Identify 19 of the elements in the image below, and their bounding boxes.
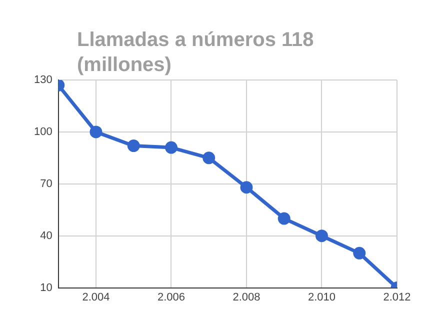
point [240, 181, 253, 194]
x-tick-label: 2.012 [383, 291, 411, 304]
point [202, 152, 216, 164]
y-tick-label: 130 [34, 74, 52, 86]
point [164, 141, 178, 154]
x-tick-label: 2.004 [82, 291, 110, 304]
x-tick-label: 2.006 [157, 291, 185, 304]
point [127, 140, 140, 152]
y-tick-label: 70 [40, 178, 52, 190]
point [90, 126, 102, 138]
y-tick-label: 40 [40, 230, 52, 242]
point [353, 246, 366, 260]
x-tick-label: 2.008 [232, 291, 260, 304]
y-tick-label: 10 [40, 282, 52, 294]
x-tick-label: 2.010 [308, 291, 336, 304]
point [315, 230, 328, 242]
y-tick-label: 100 [34, 126, 52, 138]
point [278, 212, 290, 225]
chart-title: Llamadas a números 118 (millones) [77, 28, 315, 78]
